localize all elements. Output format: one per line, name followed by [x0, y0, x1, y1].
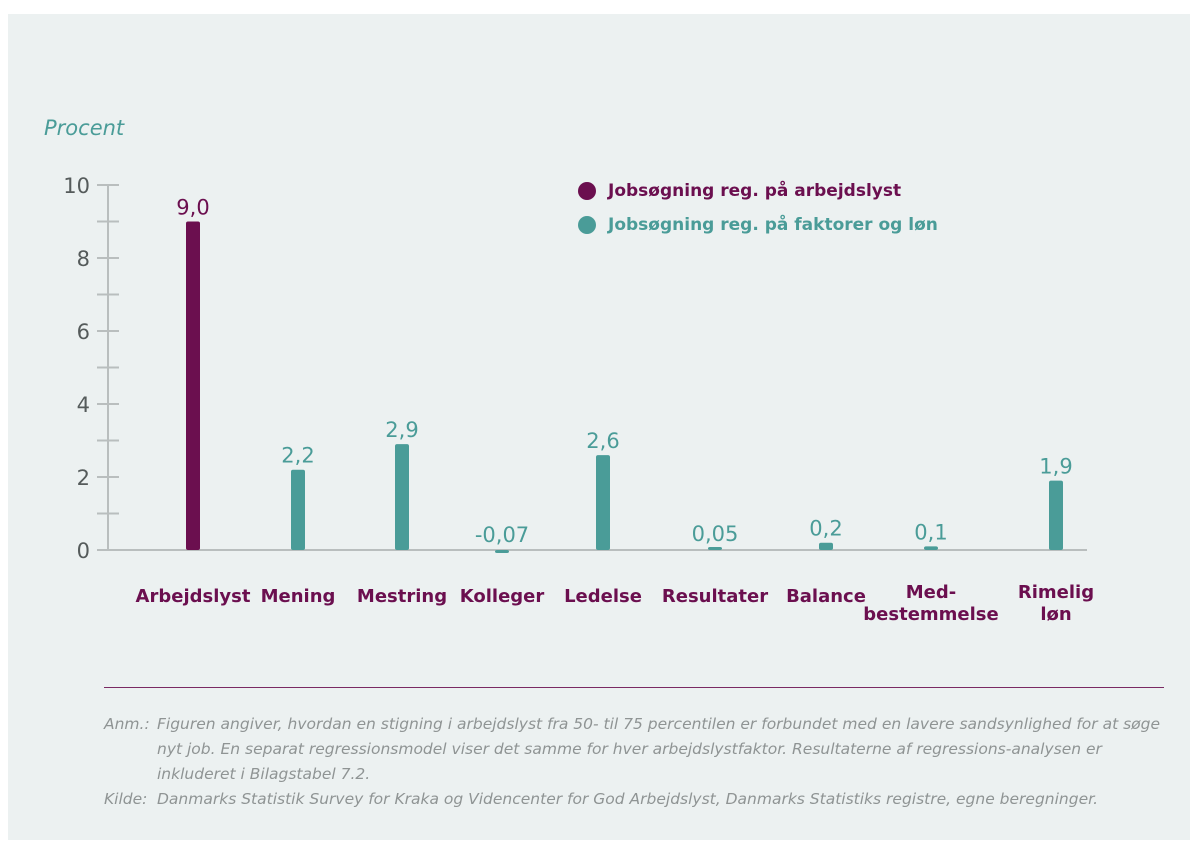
legend-label-arbejdslyst: Jobsøgning reg. på arbejdslyst — [608, 181, 902, 201]
data-label: 2,9 — [385, 418, 418, 442]
bar — [596, 455, 610, 550]
x-tick-label: Kolleger — [427, 586, 577, 608]
data-label: 2,6 — [586, 429, 619, 453]
x-tick-label: Balance — [751, 586, 901, 608]
x-tick-label-line: Resultater — [661, 586, 769, 607]
note-anm: Anm.: Figuren angiver, hvordan en stigni… — [104, 712, 1174, 787]
divider-line — [104, 687, 1164, 688]
bar — [924, 546, 938, 550]
legend-marker-arbejdslyst — [578, 182, 596, 200]
x-tick-label-line: løn — [1040, 604, 1072, 625]
x-tick-label-line: Ledelse — [564, 586, 642, 607]
data-label: 0,1 — [914, 520, 947, 544]
bar — [291, 469, 305, 550]
note-kilde-text: Danmarks Statistik Survey for Kraka og V… — [157, 790, 1098, 808]
data-label: 1,9 — [1039, 455, 1072, 479]
data-label: 0,2 — [809, 517, 842, 541]
legend-label-faktorer: Jobsøgning reg. på faktorer og løn — [608, 215, 938, 235]
x-tick-label-line: Rimelig — [1017, 582, 1095, 603]
y-tick-label: 10 — [63, 174, 90, 198]
figure-notes: Anm.: Figuren angiver, hvordan en stigni… — [104, 712, 1174, 812]
x-tick-label: Mening — [223, 586, 373, 608]
y-tick-label: 4 — [77, 393, 90, 417]
note-kilde: Kilde: Danmarks Statistik Survey for Kra… — [104, 787, 1174, 812]
x-tick-label-line: Kolleger — [459, 586, 545, 607]
note-anm-label: Anm.: — [104, 715, 150, 733]
data-label: 9,0 — [176, 196, 209, 220]
data-label: -0,07 — [475, 523, 529, 547]
y-axis-title: Procent — [44, 116, 125, 140]
x-tick-label-line: Balance — [786, 586, 866, 607]
legend-item-arbejdslyst: Jobsøgning reg. på arbejdslyst — [578, 174, 938, 208]
x-tick-label: Rimelig løn — [981, 582, 1131, 626]
x-tick-label: Med-bestemmelse — [856, 582, 1006, 626]
bar — [1049, 480, 1063, 550]
x-tick-label: Mestring — [327, 586, 477, 608]
x-tick-label: Resultater — [640, 586, 790, 608]
bar — [186, 221, 200, 550]
note-anm-text: Figuren angiver, hvordan en stigning i a… — [157, 715, 1161, 783]
y-tick-label: 0 — [77, 539, 90, 563]
x-tick-label-line: Mestring — [356, 586, 448, 607]
chart-panel — [8, 14, 1190, 840]
x-tick-label: Ledelse — [528, 586, 678, 608]
data-label: 0,05 — [692, 522, 739, 546]
bar — [819, 542, 833, 550]
x-tick-label-line: bestemmelse — [863, 604, 999, 625]
legend: Jobsøgning reg. på arbejdslyst Jobsøgnin… — [578, 174, 938, 242]
legend-item-faktorer: Jobsøgning reg. på faktorer og løn — [578, 208, 938, 242]
x-tick-label-line: Arbejdslyst — [135, 586, 251, 607]
x-tick-label: Arbejdslyst — [118, 586, 268, 608]
x-tick-label-line: Mening — [260, 586, 336, 607]
data-label: 2,2 — [281, 444, 314, 468]
y-tick-label: 2 — [77, 466, 90, 490]
y-tick-label: 8 — [77, 247, 90, 271]
note-kilde-label: Kilde: — [104, 790, 148, 808]
legend-marker-faktorer — [578, 216, 596, 234]
bar — [495, 550, 509, 553]
bar — [395, 444, 409, 550]
y-tick-label: 6 — [77, 320, 90, 344]
x-tick-label-line: Med- — [905, 582, 957, 603]
bar — [708, 547, 722, 550]
